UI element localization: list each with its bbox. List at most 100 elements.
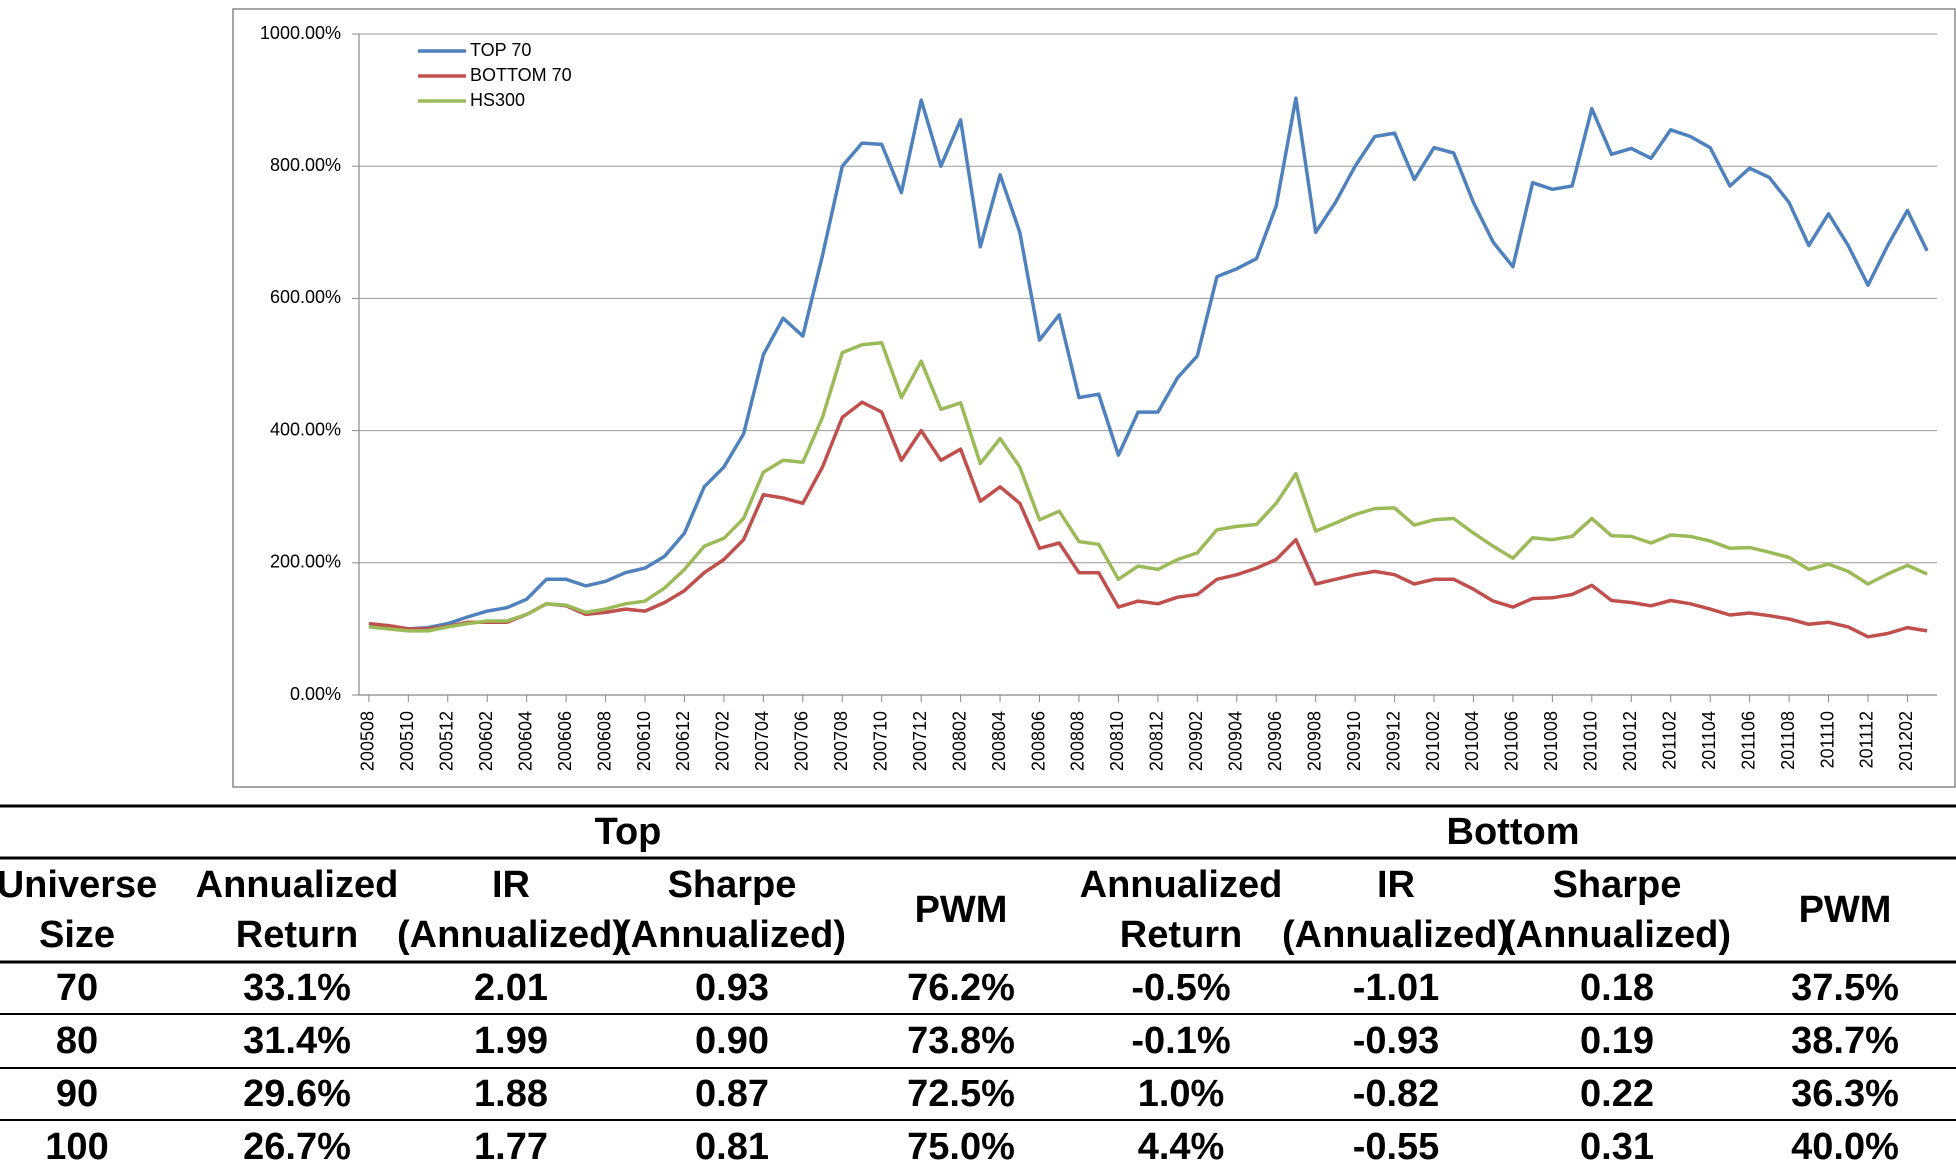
- table-cell: 1.77: [474, 1126, 548, 1161]
- x-tick-label: 200610: [634, 711, 654, 771]
- series-line: [368, 340, 1928, 633]
- x-tick-label: 200612: [673, 711, 693, 771]
- table-cell: 76.2%: [907, 967, 1015, 1009]
- x-tick-label: 201108: [1778, 711, 1798, 770]
- table-header: (Annualized): [397, 914, 625, 956]
- table-header: (Annualized): [618, 914, 846, 956]
- table-header: Sharpe: [1553, 864, 1682, 906]
- table-cell: 33.1%: [243, 967, 351, 1009]
- x-tick-label: 201110: [1817, 711, 1837, 768]
- table-cell: 0.22: [1580, 1073, 1654, 1115]
- x-tick-label: 200604: [515, 711, 535, 771]
- series-line: [368, 400, 1928, 639]
- x-tick-label: 200712: [910, 711, 930, 771]
- table-group: Top: [595, 811, 662, 853]
- x-tick-label: 200512: [437, 711, 457, 771]
- x-tick-label: 200710: [870, 711, 890, 771]
- x-tick-label: 200910: [1344, 711, 1364, 771]
- x-tick-label: 201202: [1896, 711, 1916, 771]
- x-tick-label: 200912: [1383, 711, 1403, 771]
- table-cell: 80: [56, 1020, 98, 1062]
- table-cell: 0.93: [695, 967, 769, 1009]
- table-cell: 0.90: [695, 1020, 769, 1062]
- table-cell: 73.8%: [907, 1020, 1015, 1062]
- table-cell: 29.6%: [243, 1073, 351, 1115]
- table-cell: 31.4%: [243, 1020, 351, 1062]
- table-cell: 0.87: [695, 1073, 769, 1115]
- x-tick-label: 200804: [989, 711, 1009, 771]
- table-header: IR: [1377, 864, 1415, 906]
- table-header: Annualized: [196, 864, 399, 906]
- table-cell: 38.7%: [1791, 1020, 1899, 1062]
- x-tick-label: 201102: [1659, 711, 1679, 770]
- y-tick-label: 600.00%: [270, 287, 341, 307]
- table-cell: -0.55: [1353, 1126, 1440, 1161]
- x-tick-label: 200904: [1226, 711, 1246, 771]
- x-tick-label: 201112: [1857, 711, 1877, 768]
- x-tick-label: 201006: [1502, 711, 1522, 771]
- table-header: Return: [1120, 914, 1242, 956]
- x-tick-label: 201104: [1699, 711, 1719, 770]
- x-tick-label: 201106: [1738, 711, 1758, 770]
- table-cell: -0.82: [1353, 1073, 1440, 1115]
- x-tick-label: 200906: [1265, 711, 1285, 771]
- legend-label: HS300: [470, 90, 525, 110]
- table-cell: 0.18: [1580, 967, 1654, 1009]
- x-tick-label: 200606: [555, 711, 575, 771]
- table-cell: 1.88: [474, 1073, 548, 1115]
- table-cell: 40.0%: [1791, 1126, 1899, 1161]
- table-header: PWM: [1799, 889, 1892, 931]
- table-cell: 1.0%: [1138, 1073, 1225, 1115]
- x-tick-label: 200908: [1304, 711, 1324, 771]
- x-tick-label: 201002: [1423, 711, 1443, 771]
- y-tick-label: 800.00%: [270, 155, 341, 175]
- table-cell: 100: [45, 1126, 108, 1161]
- table-cell: 72.5%: [907, 1073, 1015, 1115]
- table-cell: -1.01: [1353, 967, 1440, 1009]
- table-header: Universe: [0, 864, 157, 906]
- table-cell: 26.7%: [243, 1126, 351, 1161]
- table-cell: 1.99: [474, 1020, 548, 1062]
- x-tick-label: 200608: [594, 711, 614, 771]
- x-tick-label: 200704: [752, 711, 772, 771]
- y-tick-label: 400.00%: [270, 419, 341, 439]
- x-tick-label: 200812: [1147, 711, 1167, 771]
- table-cell: 36.3%: [1791, 1073, 1899, 1115]
- x-tick-label: 200902: [1186, 711, 1206, 771]
- x-tick-label: 200602: [476, 711, 496, 771]
- x-tick-label: 200708: [831, 711, 851, 771]
- table-cell: 90: [56, 1073, 98, 1115]
- x-tick-label: 201012: [1620, 711, 1640, 771]
- x-tick-label: 200810: [1107, 711, 1127, 771]
- table-cell: 0.19: [1580, 1020, 1654, 1062]
- table-header: Sharpe: [668, 864, 797, 906]
- table-cell: 37.5%: [1791, 967, 1899, 1009]
- table-header: IR: [492, 864, 530, 906]
- table-header: PWM: [915, 889, 1008, 931]
- table-header: Size: [39, 914, 115, 956]
- x-tick-label: 200802: [949, 711, 969, 771]
- x-tick-label: 200510: [397, 711, 417, 771]
- y-tick-label: 200.00%: [270, 552, 341, 572]
- legend-label: BOTTOM 70: [470, 65, 572, 85]
- table-cell: 2.01: [474, 967, 548, 1009]
- x-tick-label: 200806: [1028, 711, 1048, 771]
- y-tick-label: 0.00%: [290, 684, 341, 704]
- x-tick-label: 200808: [1068, 711, 1088, 771]
- table-cell: -0.1%: [1131, 1020, 1230, 1062]
- table-cell: 70: [56, 967, 98, 1009]
- table-header: (Annualized): [1282, 914, 1510, 956]
- x-tick-label: 201004: [1462, 711, 1482, 771]
- table-cell: 4.4%: [1138, 1126, 1225, 1161]
- x-tick-label: 200702: [713, 711, 733, 771]
- table-cell: 0.31: [1580, 1126, 1654, 1161]
- x-tick-label: 200508: [358, 711, 378, 771]
- table-header: Return: [236, 914, 358, 956]
- table-cell: 0.81: [695, 1126, 769, 1161]
- table-header: Annualized: [1080, 864, 1283, 906]
- y-tick-label: 1000.00%: [260, 23, 341, 43]
- x-tick-label: 200706: [792, 711, 812, 771]
- table-header: (Annualized): [1503, 914, 1731, 956]
